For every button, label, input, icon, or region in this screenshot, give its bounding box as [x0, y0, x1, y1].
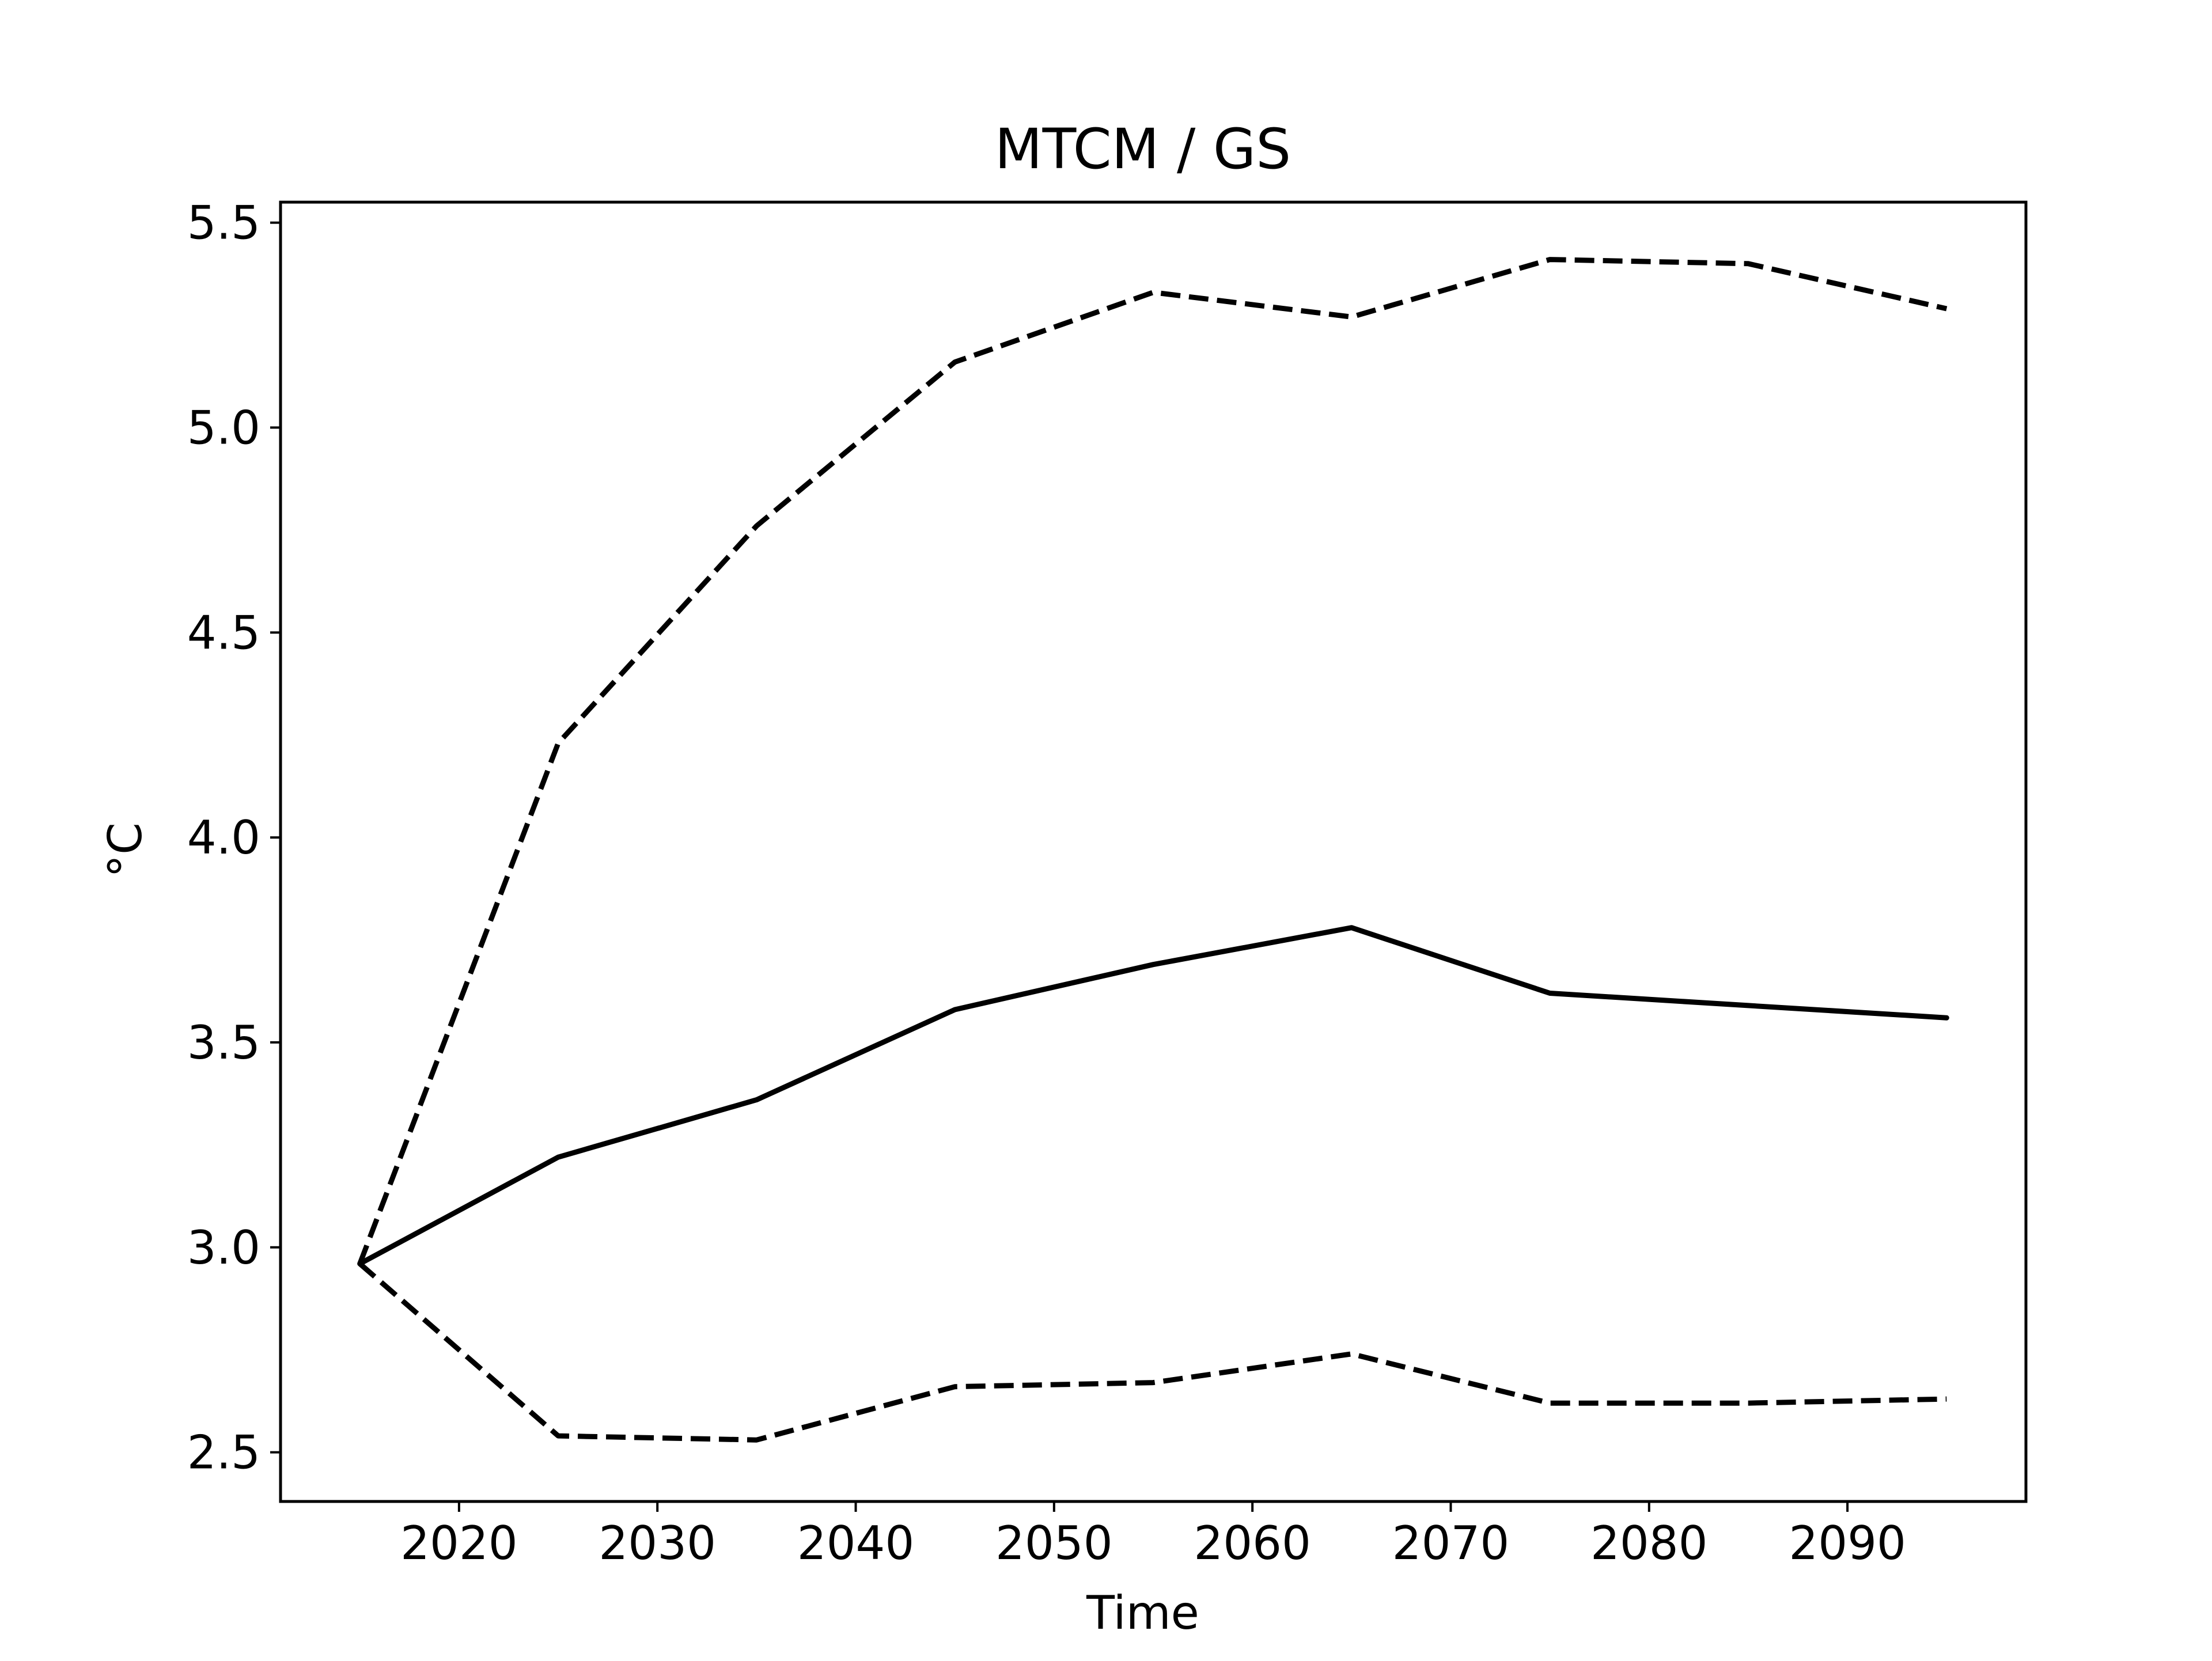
y-tick-label: 2.5: [187, 1426, 260, 1480]
x-tick-label: 2080: [1590, 1516, 1708, 1570]
y-tick-label: 5.0: [187, 401, 260, 454]
x-tick-label: 2020: [400, 1516, 518, 1570]
x-tick-label: 2070: [1392, 1516, 1510, 1570]
y-tick-label: 4.5: [187, 606, 260, 659]
series-line-1-solid: [357, 925, 1949, 1266]
series-line-3-dashed: [358, 1261, 1947, 1443]
series-line-2-dashed: [357, 257, 1948, 1265]
plot-area: 2020 2030 2040 2050 2060 2070 2080 2090 2.5 3.0 3.…: [187, 196, 2028, 1570]
y-tick-label: 3.0: [187, 1221, 260, 1275]
x-tick-label: 2090: [1789, 1516, 1906, 1570]
y-tick-label: 5.5: [187, 196, 260, 250]
x-axis-label: Time: [1086, 1586, 1199, 1640]
x-tick-label: 2050: [995, 1516, 1113, 1570]
chart-title: MTCM / GS: [995, 117, 1291, 181]
x-tick-label: 2030: [599, 1516, 716, 1570]
x-tick-label: 2060: [1194, 1516, 1311, 1570]
y-axis-label: °C: [99, 822, 152, 878]
axes-frame: [279, 200, 2028, 1503]
y-tick-label: 3.5: [187, 1016, 260, 1070]
x-tick-label: 2040: [797, 1516, 915, 1570]
y-tick-label: 4.0: [187, 811, 260, 864]
